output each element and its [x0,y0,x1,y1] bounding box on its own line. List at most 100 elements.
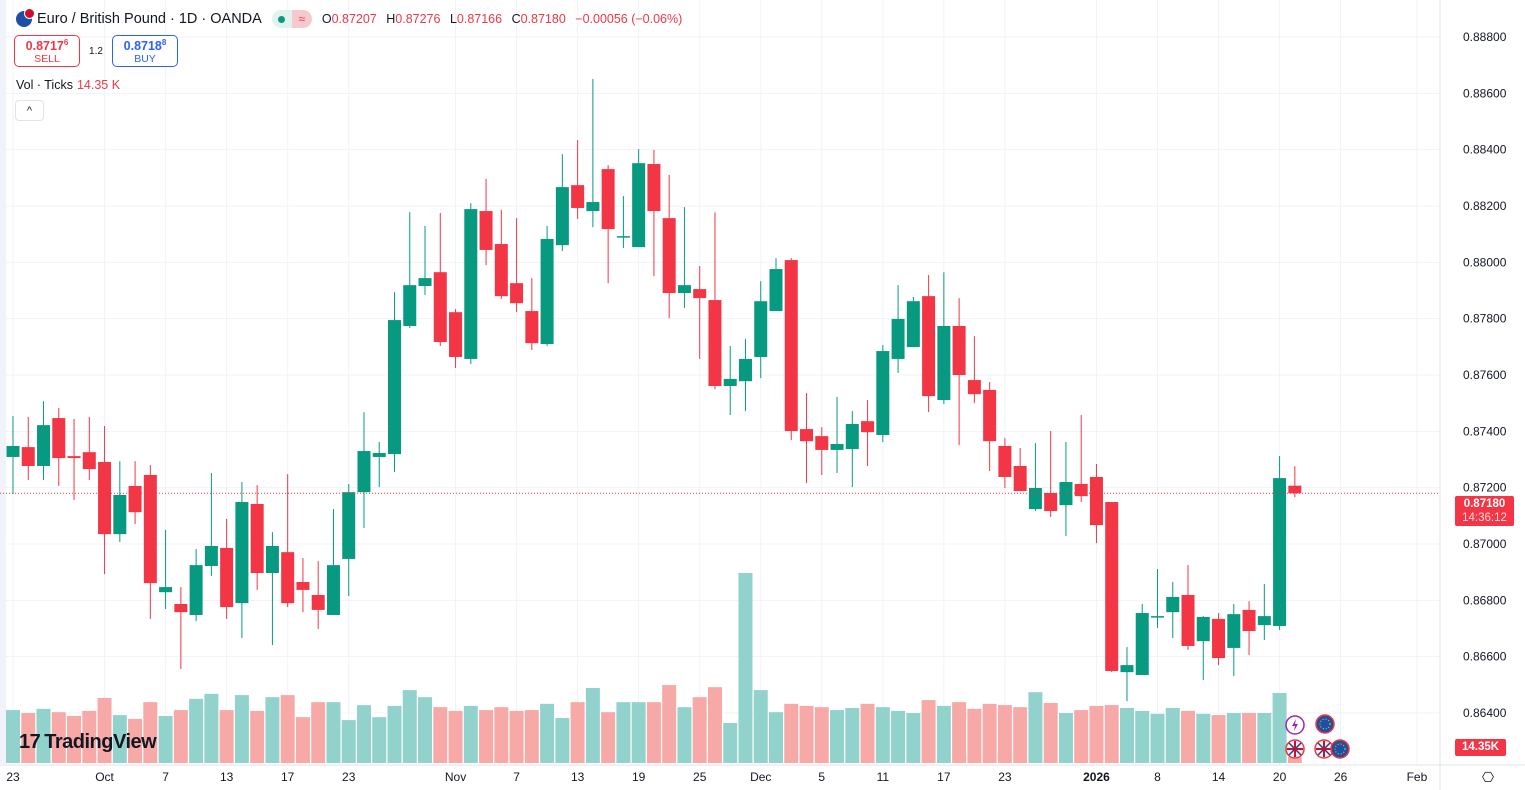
eu-flag-event-icon[interactable] [1315,714,1335,734]
volume-bar [112,715,127,763]
candle-body [647,164,661,212]
candle-body [677,285,691,294]
candle-body [174,603,188,613]
tradingview-logo[interactable]: 17 TradingView [19,731,157,754]
time-tick-label: Nov [445,770,466,784]
volume-bar [418,697,433,763]
candle [525,278,539,350]
candle-body [1120,665,1134,673]
candle [1166,582,1180,639]
volume-bar [311,702,326,763]
volume-bar [1150,713,1165,763]
candle-body [6,445,20,457]
symbol-title[interactable]: Euro / British Pound · 1D · OANDA [37,11,262,27]
candle [342,484,356,597]
volume-bar [250,710,265,763]
volume-bar [570,702,585,763]
volume-bar [463,705,478,763]
candle [906,296,920,348]
candle [388,292,401,473]
time-axis[interactable]: 23 Oct 7 13 17 23 Nov 7 13 19 25 Dec 5 11 17 23 2026 8 14 2… [6,770,1427,784]
candle [494,209,508,299]
candle-body [571,185,585,208]
eu-flag-event-icon[interactable] [1330,739,1350,759]
price-tick-label: 0.88200 [1463,199,1507,213]
candle-body [143,474,157,584]
volume-legend[interactable]: Vol · Ticks 14.35 K [16,78,120,92]
candle-body [189,565,203,615]
candle-body [525,311,539,344]
candle [311,561,325,630]
buy-button[interactable]: 0.87188 BUY [112,35,178,67]
market-status[interactable]: ≈ [271,10,312,28]
candle [403,212,417,328]
volume-bar [1272,693,1287,763]
volume-bar [448,710,463,763]
time-tick-label: 20 [1273,770,1287,784]
volume-bar [601,712,616,763]
sell-label: SELL [34,53,60,66]
candle [998,438,1012,488]
candle-body [998,445,1012,477]
candle [418,225,432,296]
lightning-event-icon[interactable] [1285,715,1305,735]
volume-bar [769,712,783,763]
volume-bar [830,710,845,763]
candle [1212,613,1226,666]
candle-body [967,380,981,395]
uk-flag-event-icon[interactable] [1314,739,1334,759]
candle-body [1227,614,1241,648]
volume-bars [6,573,1302,763]
collapse-legend-button[interactable]: ^ [15,100,44,121]
volume-bar [662,685,677,763]
volume-bar [494,707,509,763]
candle [738,338,752,412]
time-tick-label: 2026 [1083,770,1110,784]
uk-flag-event-icon[interactable] [1285,739,1305,759]
candle-body [235,502,249,604]
candle-body [52,418,66,459]
candle [1105,502,1119,673]
candle-body [403,285,417,326]
price-tick-label: 0.87200 [1463,481,1507,495]
candle-body [693,289,707,299]
candle [723,345,737,415]
volume-bar [51,712,66,763]
volume-bar [616,702,631,763]
volume-bar [143,702,158,763]
change-value: −0.00056 (−0.06%) [575,12,683,26]
candle [98,425,112,575]
buy-price: 0.87188 [123,37,167,54]
candle [1257,583,1271,641]
candle [891,285,905,374]
volume-bar [524,710,539,763]
candle [876,345,890,443]
candle [143,465,157,619]
candle-body [952,325,966,375]
sell-button[interactable]: 0.87176 SELL [14,35,80,67]
candle-body [342,492,356,559]
candle-body [983,389,997,442]
candle-body [601,169,615,230]
trade-panel: 0.87176 SELL 1.2 0.87188 BUY [14,35,178,67]
candle-body [98,462,112,535]
candle [555,154,569,252]
candle [1059,442,1073,537]
event-markers[interactable] [1285,714,1350,759]
candles [6,78,1302,702]
candle-body [1135,613,1149,675]
volume-bar [326,702,341,763]
candle-body [616,236,630,238]
candle [1227,603,1241,677]
candle-body [281,552,295,604]
chart-settings-icon[interactable]: ⎔ [1481,769,1495,785]
price-axis[interactable]: 0.88800 0.88600 0.88400 0.88200 0.88000 0.878… [1463,30,1507,720]
candle-body [815,436,829,450]
candle [693,265,707,359]
volume-bar [1165,708,1180,763]
volume-bar [997,705,1012,763]
time-tick-label: Oct [95,770,114,784]
price-tick-label: 0.86600 [1463,650,1507,664]
candle [815,427,829,475]
